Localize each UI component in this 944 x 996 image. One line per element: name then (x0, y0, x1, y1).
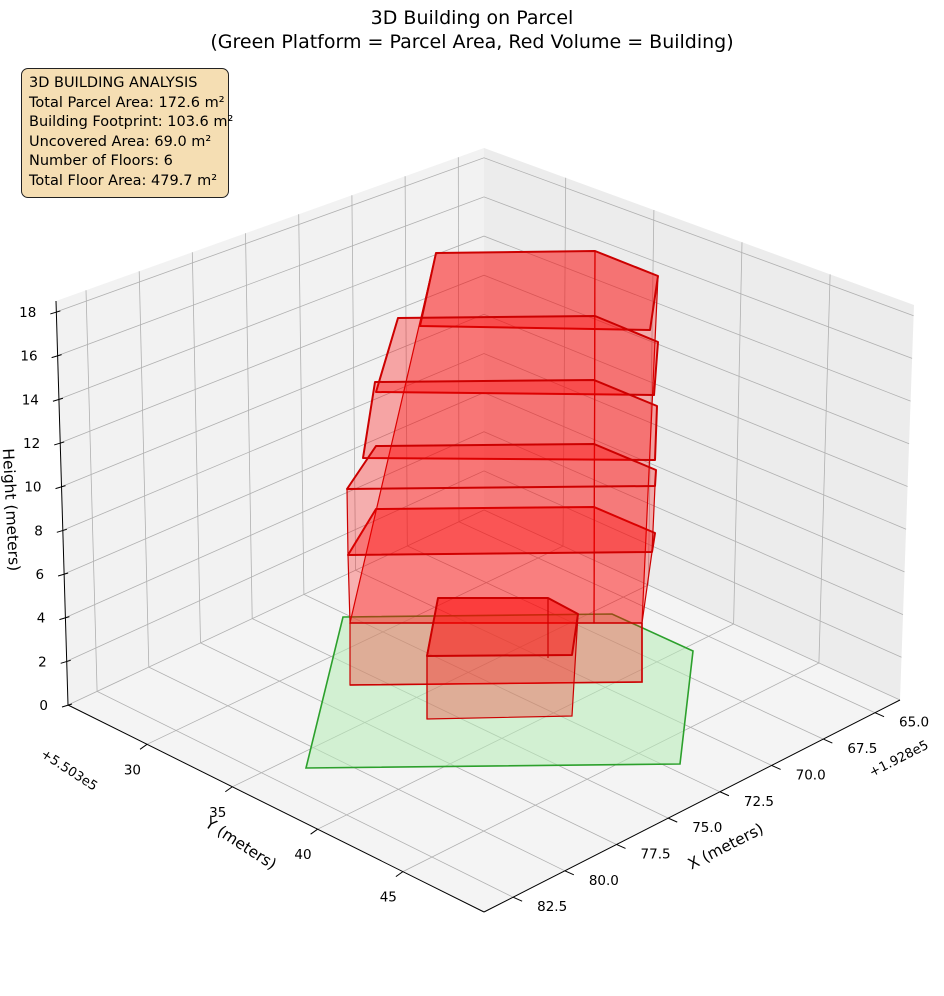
z-tick-mark (50, 310, 61, 315)
z-gridline (56, 157, 914, 317)
axis-lines (55, 300, 901, 913)
analysis-info-box: 3D BUILDING ANALYSIS Total Parcel Area: … (21, 68, 234, 198)
axis-panes (56, 148, 914, 912)
chart-subtitle: (Green Platform = Parcel Area, Red Volum… (210, 31, 734, 53)
x-tick-label: 75.0 (692, 820, 722, 836)
z-gridline (61, 313, 908, 487)
x-tick-label: 77.5 (641, 846, 671, 862)
annex-roof (426, 597, 579, 657)
x-gridline (191, 252, 617, 845)
z-axis-line (55, 300, 69, 706)
info-line-floors: Number of Floors: 6 (29, 153, 173, 170)
x-gridline (85, 290, 514, 898)
x-tick-label: 67.5 (847, 741, 877, 757)
x-tick-label: 82.5 (537, 899, 567, 915)
x-tick-label: 72.5 (744, 794, 774, 810)
parcel-platform (304, 613, 694, 769)
z-tick-label: 16 (20, 349, 37, 365)
tick-labels: 0 2 4 6 8 10 12 14 16 18 65.0 67.5 70.0 72.5 75.0 77.5 8… (19, 305, 929, 915)
building-front-wall-upper (346, 485, 656, 556)
z-gridline (67, 509, 901, 706)
building-volume (346, 250, 659, 720)
x-tick-mark (616, 844, 626, 849)
info-heading: 3D BUILDING ANALYSIS (29, 75, 198, 91)
y-gridline (146, 177, 567, 745)
z-gridline (65, 431, 904, 618)
x-tick-mark (564, 870, 575, 876)
parcel-polygon (304, 613, 694, 769)
z-tick-label: 4 (37, 611, 46, 627)
y-tick-label: 45 (380, 890, 397, 906)
z-tick-mark (55, 485, 66, 490)
x-axis-line (483, 699, 901, 913)
info-line-footprint: Building Footprint: 103.6 m² (29, 114, 234, 131)
y-tick-label: 30 (124, 762, 141, 778)
x-tick-mark (668, 817, 678, 823)
z-tick-label: 6 (36, 567, 45, 583)
z-tick-mark (51, 354, 62, 359)
z-tick-mark (60, 659, 71, 664)
y-tick-mark (225, 786, 233, 793)
x-tick-mark (512, 896, 523, 902)
z-tick-mark (59, 616, 70, 621)
y-axis-label: Y (meters) (201, 814, 280, 874)
z-gridline (57, 196, 913, 359)
z-tick-label: 12 (23, 436, 40, 452)
chart-title: 3D Building on Parcel (370, 7, 574, 29)
z-tick-label: 10 (24, 480, 41, 496)
x-gridline (138, 271, 565, 872)
x-tick-mark (874, 712, 885, 718)
z-tick-mark (56, 528, 67, 533)
y-tick-mark (310, 828, 318, 835)
left-pane (56, 148, 484, 705)
z-gridline (66, 470, 902, 662)
z-gridline (60, 274, 910, 445)
x-tick-label: 80.0 (589, 873, 619, 889)
z-tick-mark (52, 397, 64, 402)
y-offset-label: +5.503e5 (38, 747, 100, 795)
z-tick-mark (61, 703, 73, 708)
x-tick-mark (823, 738, 833, 744)
z-tick-mark (54, 441, 65, 446)
y-gridline (402, 274, 831, 872)
right-pane (484, 148, 914, 700)
z-gridline (58, 235, 911, 402)
z-tick-mark (57, 572, 69, 577)
x-tick-label: 65.0 (899, 715, 929, 731)
y-tick-mark (139, 743, 148, 750)
z-axis-label: Height (meters) (0, 448, 23, 572)
building-floor-4 (362, 379, 658, 461)
building-floor-6 (419, 250, 659, 331)
info-line-parcel-area: Total Parcel Area: 172.6 m² (29, 94, 225, 111)
building-floor-3 (346, 443, 657, 490)
info-line-uncovered: Uncovered Area: 69.0 m² (29, 133, 212, 150)
y-tick-label: 40 (294, 847, 311, 863)
z-tick-label: 14 (22, 392, 39, 408)
x-gridline (457, 157, 876, 714)
y-axis-line (67, 704, 485, 913)
building-floor-5 (375, 315, 659, 396)
y-tick-label: 35 (209, 805, 226, 821)
z-tick-label: 8 (34, 523, 43, 539)
z-gridline (62, 353, 907, 531)
x-tick-mark (771, 764, 781, 770)
z-tick-label: 18 (19, 305, 36, 321)
x-tick-label: 70.0 (796, 767, 826, 783)
z-tick-label: 2 (38, 654, 47, 670)
building-base-edge (349, 623, 643, 686)
x-tick-mark (719, 791, 730, 797)
info-line-floor-area: Total Floor Area: 479.7 m² (29, 172, 218, 189)
y-tick-mark (395, 871, 404, 878)
z-tick-label: 0 (39, 698, 48, 714)
